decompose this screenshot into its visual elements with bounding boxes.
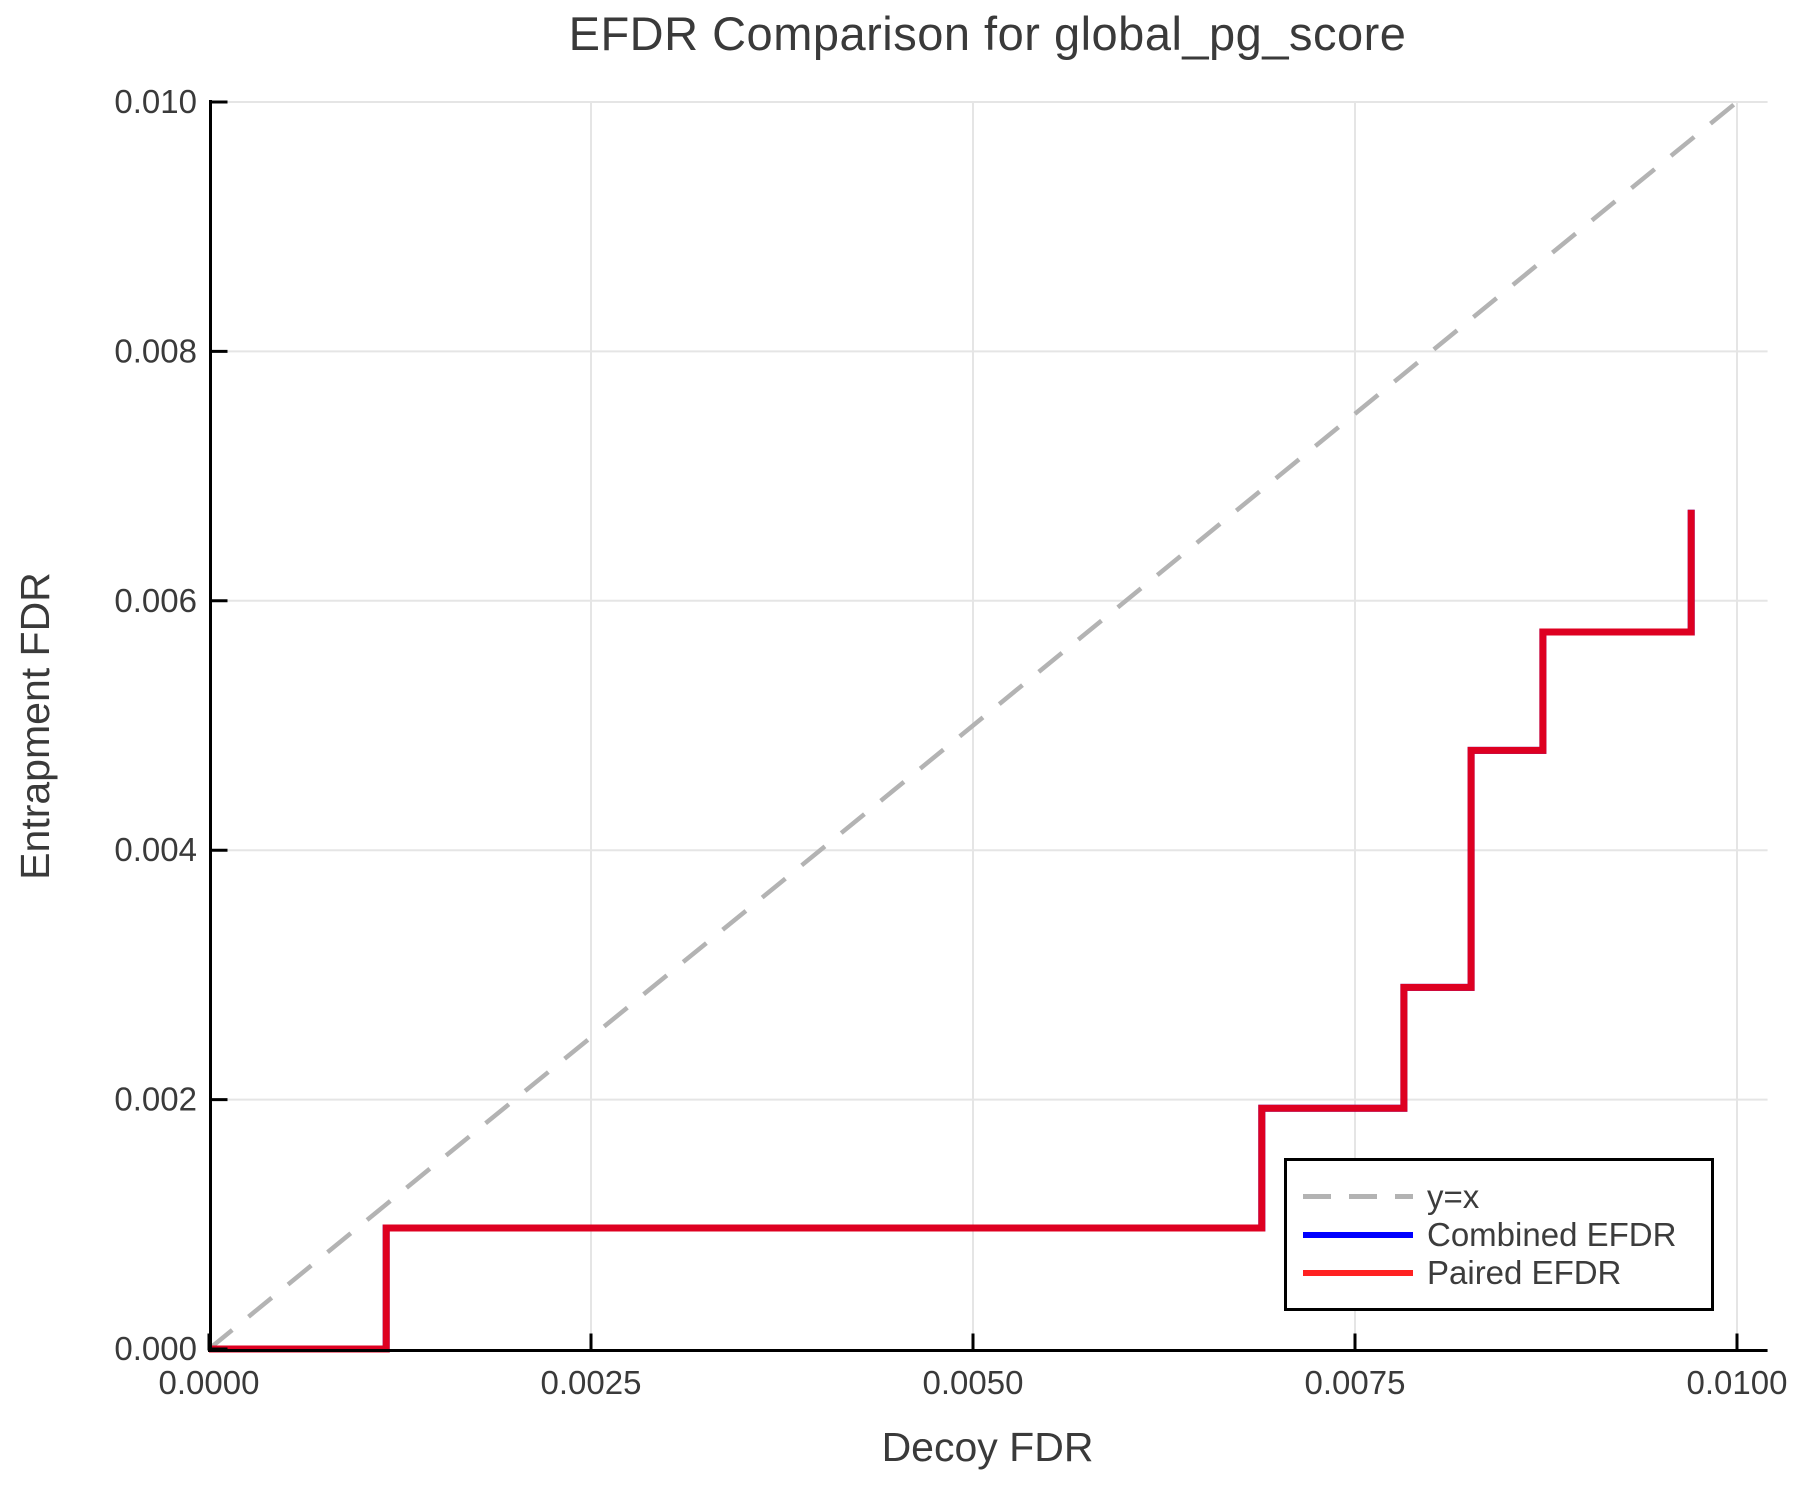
legend-box: y=x Combined EFDR Paired EFDR [1284,1158,1714,1311]
legend-entry-paired: Paired EFDR [1287,1254,1711,1292]
legend-entry-diagonal: y=x [1287,1178,1711,1216]
x-tick-label: 0.0000 [159,1364,260,1401]
y-tick-label: 0.000 [114,1330,197,1367]
legend-label: y=x [1427,1177,1480,1215]
x-tick-label: 0.0100 [1687,1364,1788,1401]
red-line-swatch [1303,1269,1413,1276]
axes [207,100,1768,1352]
series-lines [207,100,1739,1353]
chart-title: EFDR Comparison for global_pg_score [568,7,1407,60]
legend-entry-combined: Combined EFDR [1287,1216,1711,1254]
x-axis-label: Decoy FDR [881,1424,1094,1470]
y-tick-label: 0.010 [114,83,197,120]
dashed-line-swatch [1303,1194,1413,1199]
legend-label: Paired EFDR [1427,1253,1622,1291]
x-tick-label: 0.0075 [1305,1364,1406,1401]
x-tick-label: 0.0050 [923,1364,1024,1401]
series-line-y-x [207,100,1739,1351]
y-tick-label: 0.006 [114,582,197,619]
gridlines [210,101,1768,1351]
y-tick-label: 0.002 [114,1081,197,1118]
x-tick-label: 0.0025 [541,1364,642,1401]
legend-label: Combined EFDR [1427,1215,1677,1253]
y-tick-label: 0.008 [114,332,197,369]
tick-labels: 0.0000 0.0025 0.0050 0.0075 0.0100 0.000 0.002… [114,83,1787,1401]
series-line-paired-efdr [209,509,1695,1353]
y-tick-label: 0.004 [114,831,197,868]
blue-line-swatch [1303,1231,1413,1238]
y-axis-label: Entrapment FDR [12,572,58,880]
